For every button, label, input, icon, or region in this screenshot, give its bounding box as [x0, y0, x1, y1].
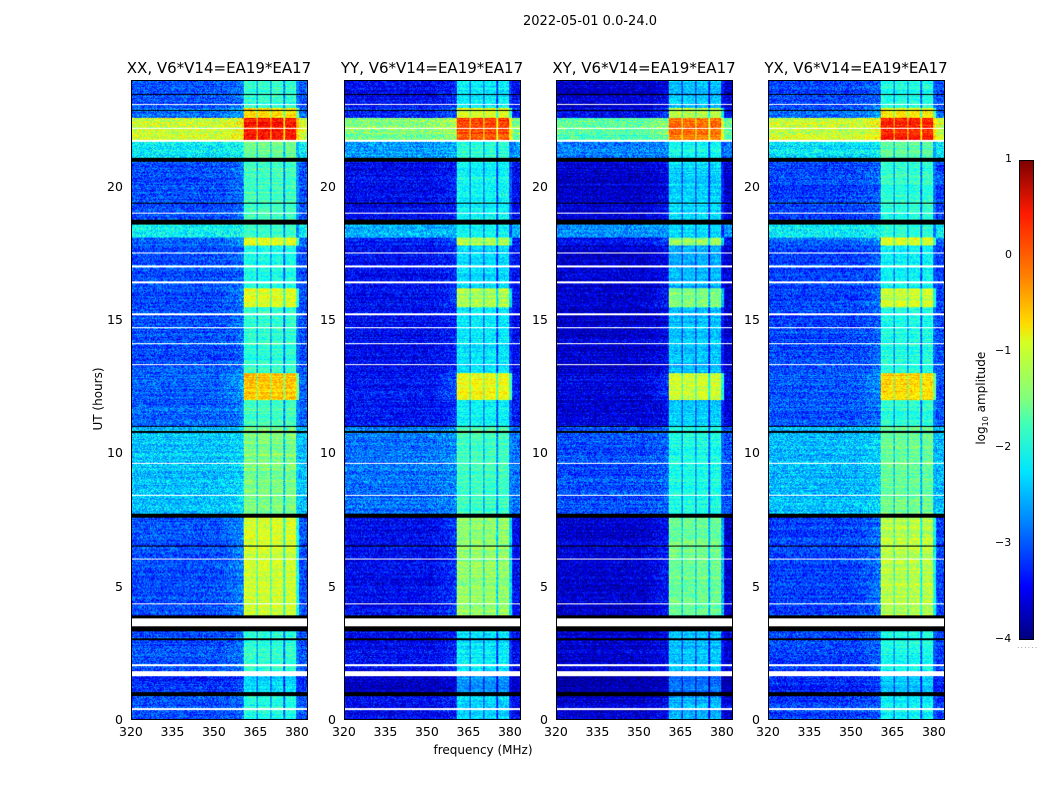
panel-title-yy: YY, V6*V14=EA19*EA17	[340, 59, 524, 77]
x-tick-label: 320	[119, 724, 143, 739]
heatmap-panel-xy	[556, 80, 733, 720]
x-tick-label: 365	[456, 724, 481, 739]
y-tick-label: 5	[328, 578, 336, 594]
colorbar-tick-label: −2	[995, 440, 1012, 453]
heatmap-panel-yx	[768, 80, 945, 720]
colorbar-tick-label: 1	[1005, 152, 1012, 165]
x-tick-label: 380	[921, 724, 946, 739]
x-tick-label: 335	[797, 724, 822, 739]
colorbar-label-sub: 10	[981, 416, 991, 427]
y-tick-label: 10	[532, 445, 548, 461]
heatmap-yy	[345, 81, 520, 719]
x-tick-label: 380	[284, 724, 309, 739]
x-tick-label: 335	[160, 724, 185, 739]
heatmap-xy	[557, 81, 732, 719]
panel-title-xy: XY, V6*V14=EA19*EA17	[552, 59, 736, 77]
y-tick-label: 15	[744, 312, 760, 327]
colorbar-label-prefix: log	[973, 426, 988, 445]
y-tick-label: 5	[752, 578, 760, 594]
colorbar-tick-label: −3	[995, 536, 1012, 549]
y-tick-label: 0	[115, 712, 123, 727]
y-tick-label: 10	[107, 445, 123, 461]
x-tick-label: 350	[626, 724, 651, 739]
x-tick-label: 380	[497, 724, 522, 739]
x-tick-label: 350	[201, 724, 226, 739]
y-tick-label: 20	[532, 178, 548, 194]
x-tick-label: 350	[838, 724, 863, 739]
y-tick-label: 20	[107, 178, 123, 194]
panel-title-xx: XX, V6*V14=EA19*EA17	[126, 59, 312, 77]
colorbar	[1019, 160, 1034, 640]
y-tick-label: 15	[532, 312, 548, 327]
x-tick-label: 320	[332, 724, 356, 739]
x-tick-label: 335	[373, 724, 398, 739]
x-tick-label: 350	[414, 724, 439, 739]
y-tick-label: 0	[540, 712, 548, 727]
colorbar-extension-dots: ......	[1017, 641, 1039, 650]
heatmap-xx	[132, 81, 307, 719]
colorbar-tick-label: 0	[1005, 248, 1012, 261]
figure-title: 2022-05-01 0.0-24.0	[523, 14, 657, 29]
y-tick-label: 20	[320, 178, 336, 194]
colorbar-label: log10 amplitude	[974, 338, 990, 458]
y-tick-label: 15	[320, 312, 336, 327]
x-tick-label: 365	[668, 724, 693, 739]
colorbar-tick-label: −1	[995, 344, 1012, 357]
x-tick-label: 365	[880, 724, 905, 739]
y-tick-label: 5	[115, 578, 123, 594]
y-tick-label: 0	[752, 712, 760, 727]
x-tick-label: 365	[243, 724, 268, 739]
y-tick-label: 0	[328, 712, 336, 727]
y-tick-label: 10	[320, 445, 336, 461]
panel-title-yx: YX, V6*V14=EA19*EA17	[764, 59, 948, 77]
x-tick-label: 320	[544, 724, 568, 739]
x-tick-label: 335	[585, 724, 610, 739]
colorbar-tick-label: −4	[995, 632, 1012, 645]
y-tick-label: 15	[107, 312, 123, 327]
heatmap-yx	[769, 81, 944, 719]
x-tick-label: 380	[709, 724, 734, 739]
y-tick-label: 20	[744, 178, 760, 194]
x-tick-label: 320	[756, 724, 780, 739]
y-tick-label: 10	[744, 445, 760, 461]
y-tick-label: 5	[540, 578, 548, 594]
colorbar-label-suffix: amplitude	[973, 351, 988, 417]
x-axis-label: frequency (MHz)	[433, 743, 533, 757]
y-axis-label: UT (hours)	[91, 367, 105, 431]
heatmap-panel-xx	[131, 80, 308, 720]
heatmap-panel-yy	[344, 80, 521, 720]
